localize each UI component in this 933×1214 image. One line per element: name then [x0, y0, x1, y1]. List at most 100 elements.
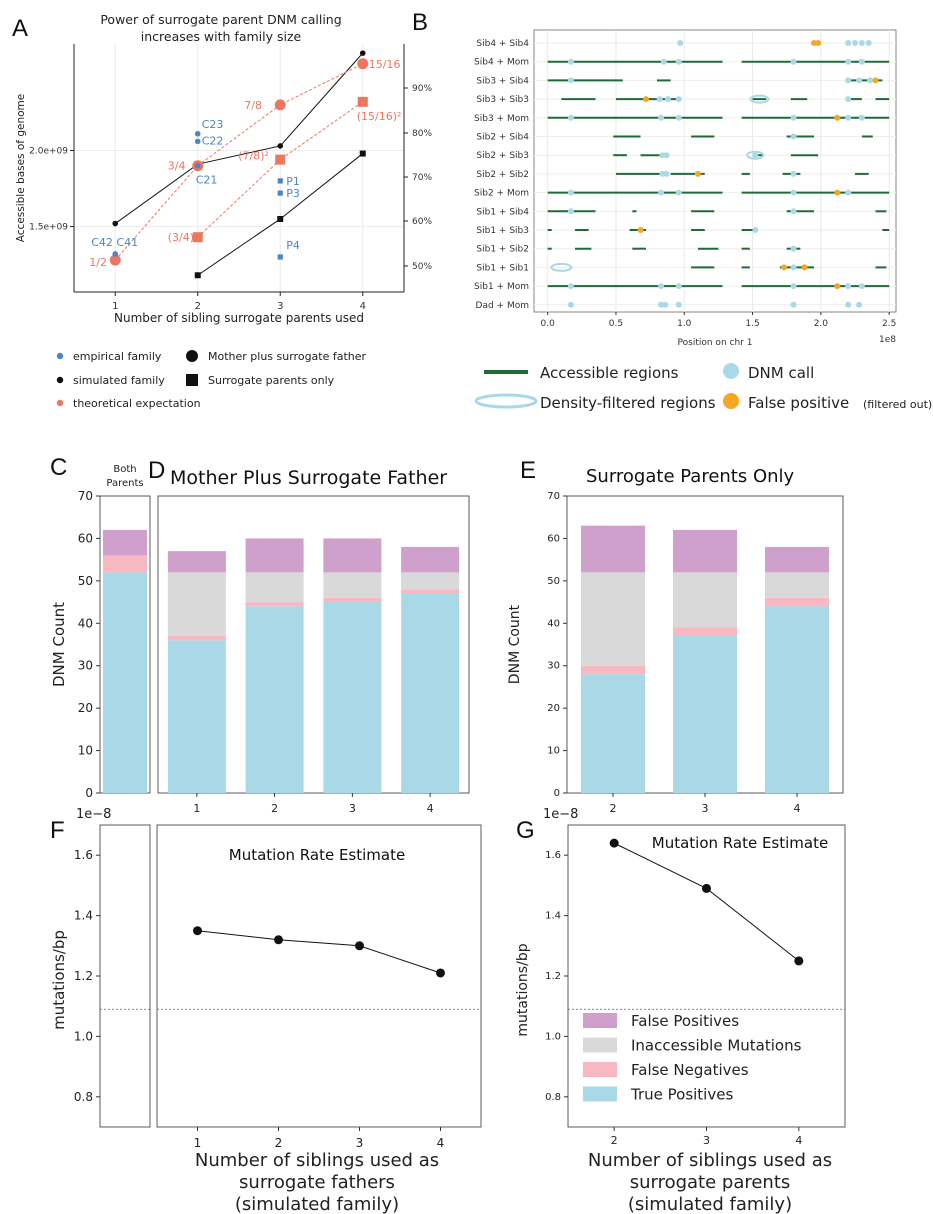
- dnm-call: [858, 114, 865, 121]
- panel-label-b: B: [412, 9, 428, 36]
- panel-c-chart: 0 10 20 30 40 50 60 70 DNM Count Both Parents: [50, 464, 151, 800]
- bar-false-negatives: [401, 589, 460, 594]
- bar-false-positives: [103, 529, 147, 556]
- panel-f-chart: 0.8 1.0 1.2 1.4 1.6 1e−8 mutations/bp 1 2 3 4 Mutat…: [50, 807, 482, 1214]
- dnm-call: [790, 170, 797, 177]
- dnm-call: [845, 58, 852, 65]
- y-tick-label: 1.2: [545, 971, 561, 982]
- x-tick-label: 4: [427, 802, 434, 815]
- legend-label: simulated family: [73, 374, 165, 387]
- y2-tick-label: 70%: [412, 173, 432, 183]
- bar-inaccessible-mutations: [673, 572, 737, 628]
- panel-label-e: E: [520, 457, 536, 484]
- legend-marker: [56, 352, 64, 360]
- empirical-mother-point: [112, 251, 119, 257]
- bar-inaccessible-mutations: [167, 572, 226, 637]
- panel-label-d: D: [148, 457, 165, 484]
- dnm-call: [867, 77, 874, 84]
- simulated-surrogate-point: [359, 150, 366, 157]
- dnm-call: [659, 152, 666, 159]
- x-axis-title: Number of sibling surrogate parents used: [114, 311, 364, 325]
- dnm-call: [845, 114, 852, 121]
- y-axis-exponent: 1e−8: [76, 807, 111, 822]
- bar-true-positives: [673, 636, 737, 793]
- row-label: Sib2 + Sib2: [476, 170, 529, 180]
- panel-label-f: F: [50, 817, 65, 844]
- simulated-surrogate-point: [194, 272, 201, 279]
- panel-a-chart: Power of surrogate parent DNM calling inc…: [15, 12, 432, 325]
- legend-label: Inaccessible Mutations: [631, 1037, 802, 1055]
- dnm-call: [567, 114, 574, 121]
- panel-b-legend: Accessible regions DNM call Density-filter…: [474, 363, 932, 412]
- legend-label: False positive: [748, 394, 849, 412]
- legend-label: False Negatives: [631, 1061, 749, 1079]
- bar-true-positives: [167, 640, 226, 793]
- x-tick-label: 3: [349, 802, 356, 815]
- dnm-call: [675, 189, 682, 196]
- dnm-call: [865, 40, 872, 46]
- row-label: Sib1 + Mom: [474, 282, 529, 292]
- x-axis-exponent: 1e8: [879, 335, 896, 345]
- x-tick-label: 2: [195, 301, 201, 312]
- panel-d-chart: 1 2 3 4 Mother Plus Surrogate Father: [157, 467, 470, 815]
- dnm-call: [660, 58, 667, 65]
- theoretical-surrogate-point: [275, 154, 286, 165]
- legend-label: Density-filtered regions: [540, 394, 716, 412]
- dnm-call: [663, 170, 670, 177]
- theoretical-surrogate-point: [357, 96, 368, 107]
- x-tick-label: 3: [356, 1136, 364, 1150]
- y-tick-label: 10: [78, 744, 93, 758]
- plot-area: [156, 824, 482, 1128]
- dnm-call: [675, 114, 682, 121]
- dnm-call: [845, 77, 852, 84]
- y-tick-label: 10: [547, 746, 560, 757]
- bar-false-negatives: [323, 597, 382, 603]
- y-tick-label: 30: [547, 661, 560, 672]
- legend-marker: [723, 393, 739, 409]
- legend-swatch: [583, 1086, 617, 1102]
- panel-label-g: G: [516, 817, 535, 844]
- dnm-call: [675, 283, 682, 290]
- y-tick-label: 1.0: [74, 1029, 93, 1043]
- dnm-call: [790, 58, 797, 65]
- dnm-call: [658, 301, 665, 308]
- bar-true-positives: [245, 606, 304, 793]
- dnm-call: [856, 301, 863, 308]
- legend-swatch: [583, 1062, 617, 1077]
- series-line: [197, 930, 441, 974]
- plot-area: [533, 29, 897, 313]
- x-axis-title: Number of siblings used as surrogate pare…: [588, 1150, 832, 1214]
- x-tick-label: 4: [360, 301, 366, 312]
- chart-title: Mother Plus Surrogate Father: [170, 467, 447, 489]
- y-tick-label: 40: [547, 618, 560, 629]
- dnm-call: [677, 40, 684, 46]
- legend-label: Mother plus surrogate father: [208, 350, 367, 363]
- empirical-mother-point: [194, 138, 201, 145]
- legend-sublabel: (filtered out): [863, 398, 932, 411]
- theoretical-label: 15/16: [369, 58, 401, 71]
- y-tick-label: 40: [78, 616, 93, 630]
- theoretical-label: (3/4)²: [168, 231, 199, 244]
- false-positive: [811, 40, 818, 46]
- bar-true-positives: [581, 674, 645, 793]
- dnm-call: [790, 114, 797, 121]
- legend-label: empirical family: [73, 350, 162, 363]
- bar-inaccessible-mutations: [765, 572, 829, 598]
- theoretical-mother-point: [357, 58, 369, 70]
- bar-false-positives: [401, 546, 460, 573]
- x-tick-label: 0.5: [609, 319, 623, 329]
- bar-inaccessible-mutations: [323, 572, 382, 598]
- chart-title: Both Parents: [106, 464, 143, 489]
- row-label: Sib4 + Sib4: [476, 39, 529, 49]
- legend-label: DNM call: [748, 364, 814, 382]
- empirical-label: C21: [196, 174, 218, 187]
- dnm-call: [658, 114, 665, 121]
- dnm-call: [790, 208, 797, 215]
- row-label: Sib1 + Sib4: [476, 207, 529, 217]
- y-tick-label: 1.6: [545, 850, 561, 861]
- legend-marker: [474, 393, 538, 409]
- x-tick-label: 2: [611, 1134, 618, 1147]
- chart-title: Power of surrogate parent DNM calling inc…: [100, 12, 341, 44]
- y-tick-label: 1.5e+09: [29, 223, 68, 233]
- empirical-surrogate-point: [277, 254, 283, 260]
